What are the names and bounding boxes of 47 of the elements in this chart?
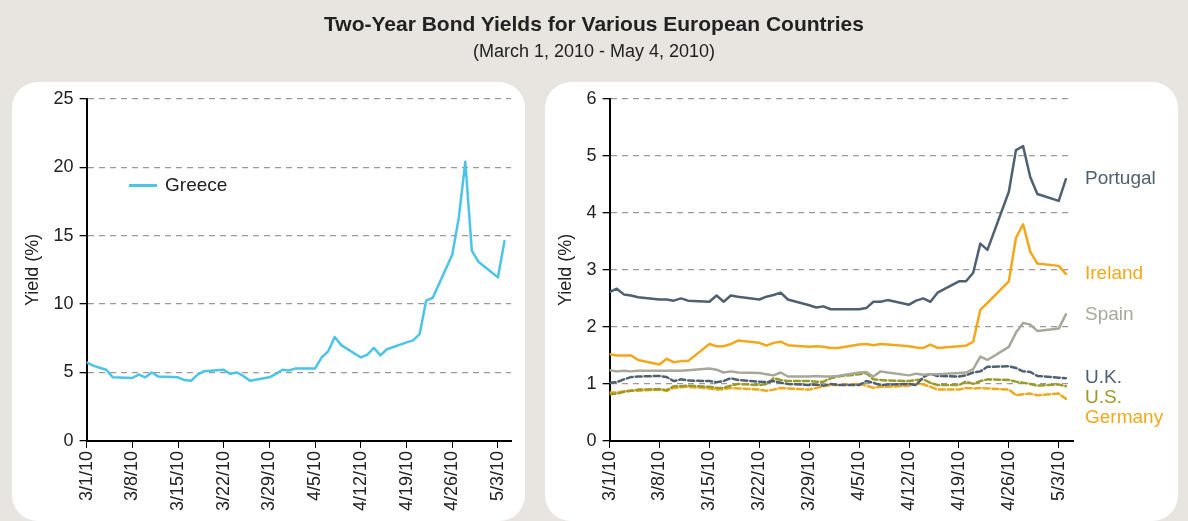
text: (March 1, 2010 - May 4, 2010) xyxy=(471,41,717,62)
series-label: Spain xyxy=(1085,302,1134,324)
text: Two-Year Bond Yields for Various European Countries xyxy=(323,12,865,36)
x-tick-label: 3/22/10 xyxy=(212,450,233,512)
x-tick-label: 3/8/10 xyxy=(648,450,669,501)
x-tick-label: 4/5/10 xyxy=(848,450,869,501)
y-tick-label: 0 xyxy=(586,429,597,450)
x-tick-label: 4/19/10 xyxy=(947,450,968,512)
x-tick-label: 4/26/10 xyxy=(441,450,462,512)
y-tick-label: 2 xyxy=(586,315,597,336)
x-tick-label: 5/3/10 xyxy=(486,450,507,501)
x-tick-label: 3/29/10 xyxy=(798,450,819,512)
y-tick-label: 3 xyxy=(586,258,597,279)
series-label: Germany xyxy=(1085,406,1164,428)
x-tick-label: 3/1/10 xyxy=(75,450,96,501)
y-tick-label: 25 xyxy=(53,87,74,108)
series-label: Portugal xyxy=(1085,167,1156,189)
x-tick-label: 3/8/10 xyxy=(121,450,142,501)
x-tick-label: 4/26/10 xyxy=(997,450,1018,512)
x-tick-label: 4/12/10 xyxy=(349,450,370,512)
x-tick-label: 3/22/10 xyxy=(748,450,769,512)
line-series xyxy=(609,382,1068,400)
x-tick-label: 3/15/10 xyxy=(698,450,719,512)
x-tick-label: 3/29/10 xyxy=(258,450,279,512)
series-label: U.K. xyxy=(1085,366,1122,388)
legend-label: Greece xyxy=(165,174,228,197)
line-series xyxy=(609,364,1068,387)
x-tick-label: 3/15/10 xyxy=(166,450,187,512)
x-tick-label: 4/5/10 xyxy=(304,450,325,501)
y-tick-label: 5 xyxy=(586,144,597,165)
x-tick-label: 3/1/10 xyxy=(598,450,619,501)
y-tick-label: 20 xyxy=(53,156,74,177)
x-tick-label: 4/19/10 xyxy=(395,450,416,512)
y-tick-label: 6 xyxy=(586,87,597,108)
y-tick-label: 4 xyxy=(586,201,597,222)
y-tick-label: 10 xyxy=(53,293,74,314)
y-axis-title: Yield (%) xyxy=(554,233,575,307)
series-label: Ireland xyxy=(1085,262,1144,284)
x-tick-label: 4/12/10 xyxy=(898,450,918,512)
y-tick-label: 5 xyxy=(63,361,74,382)
y-tick-label: 0 xyxy=(63,429,74,450)
series-label: U.S. xyxy=(1085,386,1122,408)
x-tick-label: 5/3/10 xyxy=(1047,450,1068,501)
y-tick-label: 1 xyxy=(586,372,597,393)
line-series xyxy=(609,371,1068,396)
y-tick-label: 15 xyxy=(53,224,74,245)
y-axis-title: Yield (%) xyxy=(21,233,42,307)
